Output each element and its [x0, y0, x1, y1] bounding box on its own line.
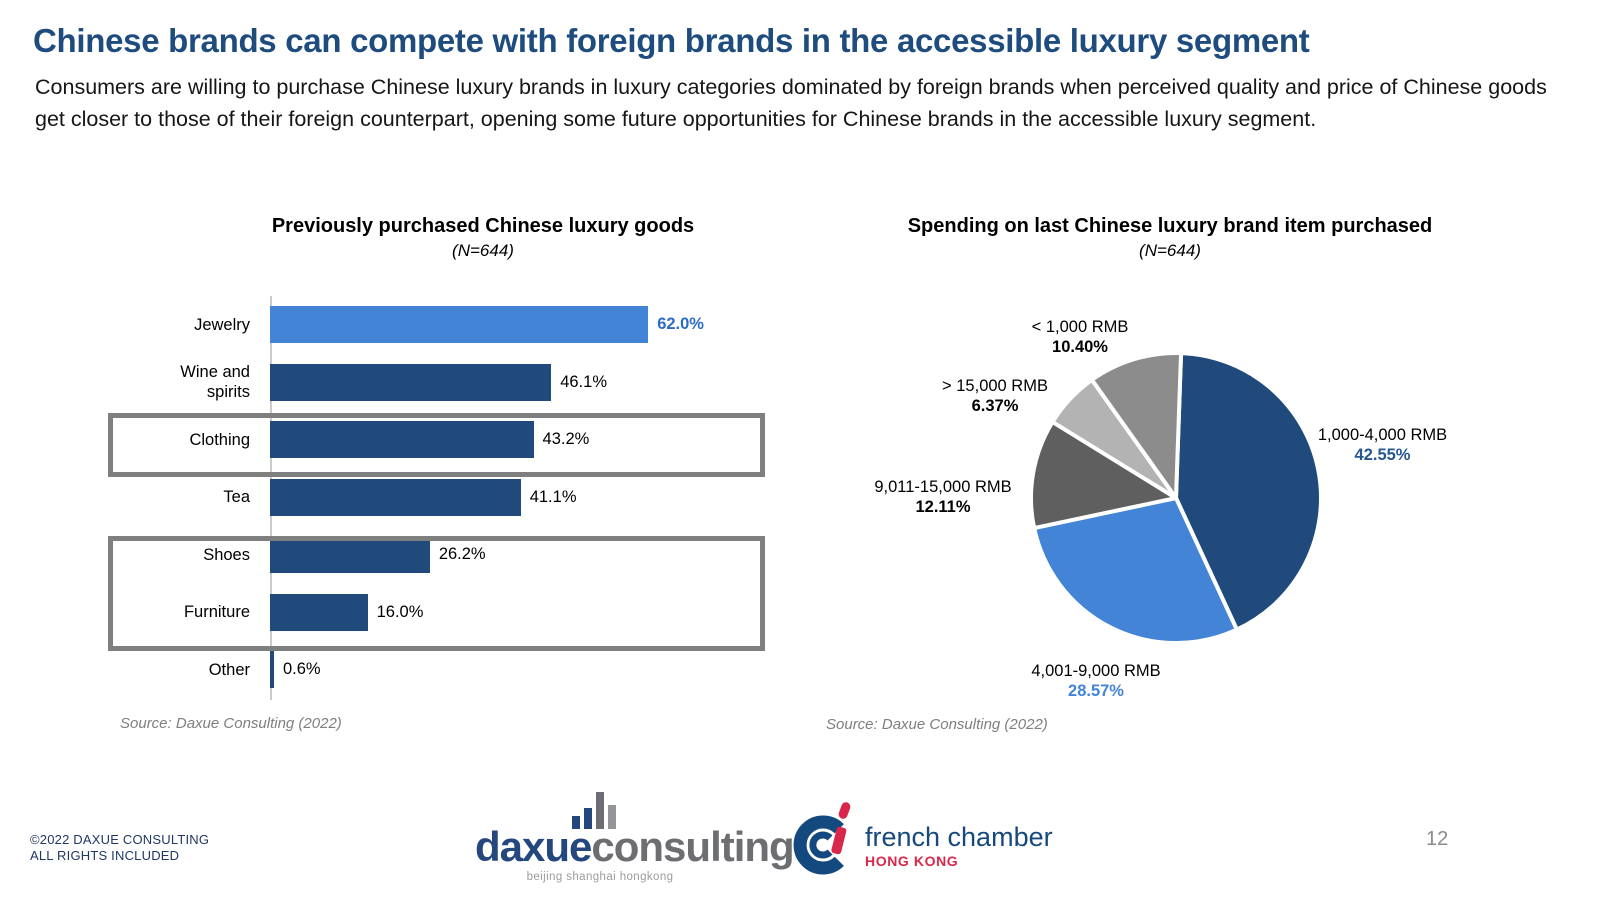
pie-slice-category: 9,011-15,000 RMB [874, 478, 1012, 496]
daxue-logo-word1: daxue [475, 823, 592, 870]
pie-slice-value: 10.40% [1052, 338, 1108, 356]
copyright-notice: ©2022 DAXUE CONSULTING ALL RIGHTS INCLUD… [30, 832, 209, 863]
page-subtitle: Consumers are willing to purchase Chines… [35, 75, 1547, 131]
pie-chart-section: Spending on last Chinese luxury brand it… [820, 215, 1520, 755]
bar [270, 421, 534, 459]
bar-category-label: Furniture [183, 603, 250, 622]
bar-row-clothing: Clothing 43.2% [100, 411, 780, 469]
bar-category-label: Wine and spirits [180, 363, 250, 402]
bar-value-label: 41.1% [529, 487, 577, 506]
daxue-consulting-logo: daxueconsulting beijing shanghai hongkon… [475, 791, 795, 883]
bar-row-furniture: Furniture 16.0% [100, 584, 780, 642]
page-number: 12 [1426, 828, 1449, 850]
bar-chart-source: Source: Daxue Consulting (2022) [120, 715, 342, 732]
pie-slice-0 [1174, 351, 1323, 632]
copyright-line2: ALL RIGHTS INCLUDED [30, 847, 180, 863]
daxue-bar-chart-icon [572, 791, 616, 829]
bar-row-wine-and-spirits: Wine and spirits 46.1% [100, 354, 780, 412]
bar-chart-title: Previously purchased Chinese luxury good… [271, 215, 695, 237]
bar-value-label: 26.2% [438, 545, 486, 564]
bar-category-label: Other [208, 660, 250, 679]
pie-chart-sample-size: (N=644) [1139, 241, 1201, 260]
bar [270, 363, 552, 401]
bar-category-label: Jewelry [194, 315, 250, 334]
pie-chart [1029, 351, 1323, 645]
daxue-logo-tagline: beijing shanghai hongkong [526, 871, 674, 883]
pie-slice-category: 1,000-4,000 RMB [1317, 426, 1448, 444]
bar-row-jewelry: Jewelry 62.0% [100, 296, 780, 354]
pie-chart-title: Spending on last Chinese luxury brand it… [907, 215, 1433, 237]
bar-value-label: 0.6% [283, 660, 321, 679]
pie-slice-1 [1032, 496, 1239, 645]
bar-chart-sample-size: (N=644) [452, 241, 514, 260]
bar-row-shoes: Shoes 26.2% [100, 526, 780, 584]
bar-row-tea: Tea 41.1% [100, 469, 780, 527]
daxue-logo-word2: consulting [591, 823, 794, 870]
bar [270, 478, 521, 516]
bar-value-label: 46.1% [560, 372, 607, 391]
page-title: Chinese brands can compete with foreign … [33, 22, 1310, 59]
pie-slice-value: 6.37% [971, 397, 1019, 415]
pie-slice-category: > 15,000 RMB [942, 377, 1048, 395]
french-chamber-text: french chamber HONG KONG [865, 799, 1053, 881]
pie-slice-category: < 1,000 RMB [1031, 318, 1129, 336]
pie-slice-category: 4,001-9,000 RMB [1031, 662, 1161, 680]
pie-slice-2 [1029, 419, 1178, 531]
bar-category-label: Clothing [189, 430, 250, 449]
pie-slice-value: 12.11% [915, 498, 971, 516]
bar [270, 593, 368, 631]
daxue-logo-text: daxueconsulting [475, 823, 795, 870]
pie-chart-source: Source: Daxue Consulting (2022) [826, 716, 1048, 733]
bar [270, 651, 274, 689]
bar-value-label: 16.0% [376, 602, 424, 621]
bar-value-label: 43.2% [542, 430, 590, 449]
pie-slice-value: 42.55% [1354, 446, 1411, 464]
bar-category-label: Tea [223, 488, 250, 507]
french-chamber-logo: french chamber HONG KONG [793, 799, 1053, 881]
bar-chart-section: Previously purchased Chinese luxury good… [100, 215, 780, 755]
bar-category-label: Shoes [203, 545, 250, 564]
bar-plot: Jewelry 62.0% Wine and spirits 46.1% Clothin… [100, 296, 780, 699]
bar [270, 536, 430, 574]
bar-row-other: Other 0.6% [100, 641, 780, 699]
french-chamber-region: HONG KONG [865, 853, 959, 869]
pie-slice-label-2: 9,011-15,000 RMB 12.11% [843, 477, 1043, 517]
french-chamber-name: french chamber [865, 822, 1053, 852]
copyright-line1: ©2022 DAXUE CONSULTING [30, 832, 210, 847]
bar [270, 306, 649, 344]
pie-slice-label-1: 4,001-9,000 RMB 28.57% [1006, 661, 1186, 701]
french-chamber-c-icon [793, 802, 851, 875]
bar-value-label: 62.0% [657, 315, 704, 334]
pie-slice-label-3: > 15,000 RMB 6.37% [905, 376, 1085, 416]
pie-slice-4 [1089, 351, 1184, 500]
pie-slice-label-0: 1,000-4,000 RMB 42.55% [1290, 425, 1475, 465]
pie-slice-value: 28.57% [1068, 682, 1124, 700]
pie-slice-label-4: < 1,000 RMB 10.40% [990, 317, 1170, 357]
